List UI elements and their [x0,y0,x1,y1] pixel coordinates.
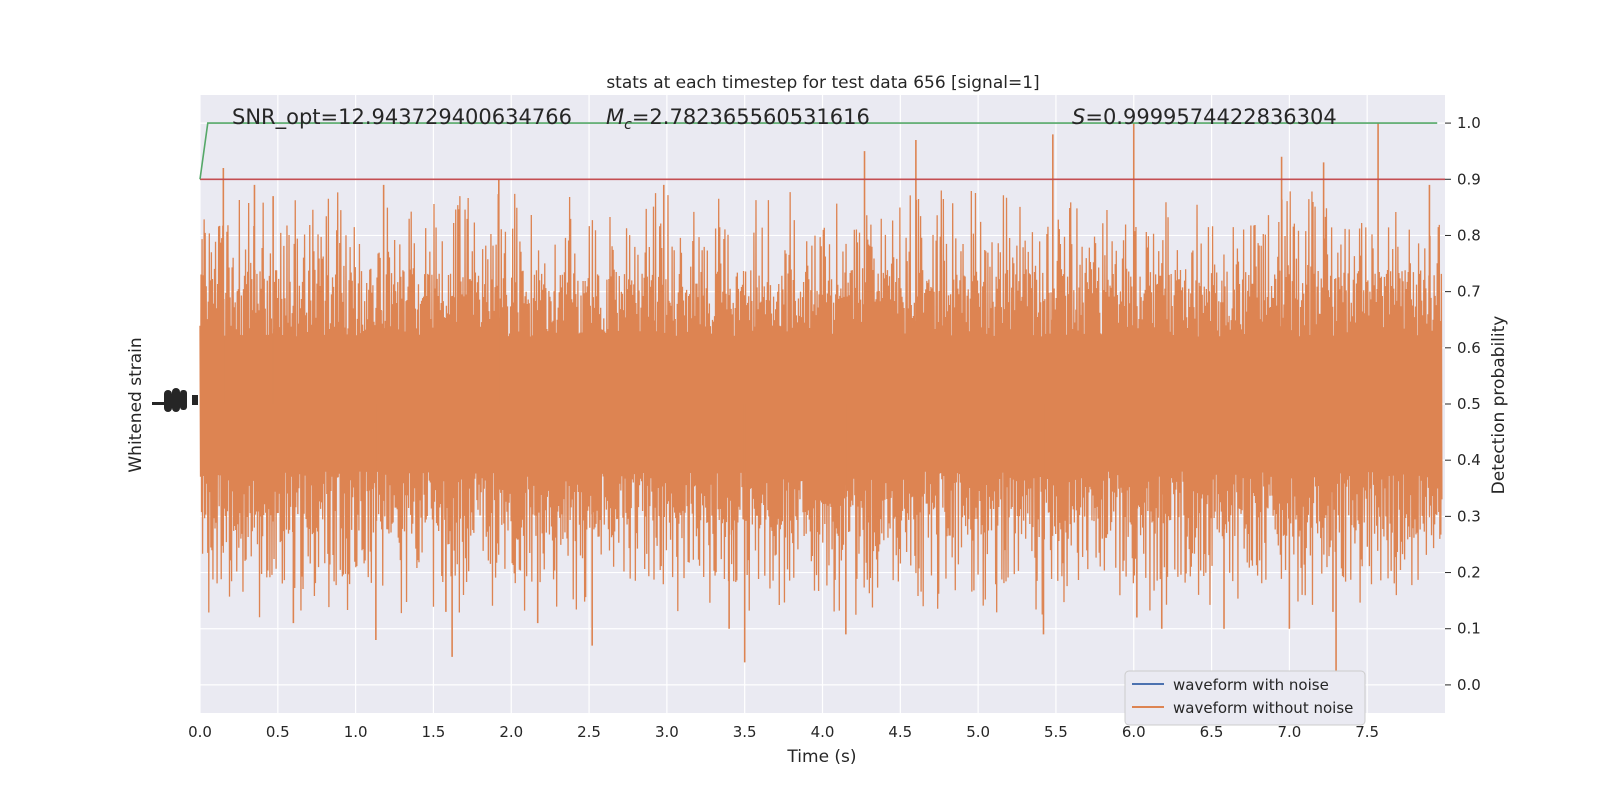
x-axis-label: Time (s) [786,747,856,767]
x-tick-label: 0.5 [266,723,290,741]
x-tick-label: 2.5 [577,723,601,741]
y-right-tick-label: 0.7 [1457,283,1481,301]
legend-box [1124,670,1366,726]
legend-label-with-noise: waveform with noise [1173,676,1329,694]
y-right-tick-label: 0.8 [1457,226,1481,244]
chirp-mass-subscript: c [624,117,632,133]
y-right-tick-label: 0.9 [1457,170,1481,188]
score-symbol: S [1072,105,1085,129]
y-right-tick-label: 0.3 [1457,507,1481,525]
y-right-tick-label: 0.2 [1457,564,1481,582]
x-tick-label: 1.0 [344,723,368,741]
y-left-axis-label: Whitened strain [126,337,146,472]
series-without-noise-core [200,347,1441,461]
snr-annotation: SNR_opt=12.943729400634766 [232,105,572,130]
y-right-tick-label: 0.6 [1457,339,1481,357]
chirp-mass-symbol: M [606,105,624,129]
x-tick-label: 4.5 [888,723,912,741]
legend: waveform with noise waveform without noi… [1124,670,1366,726]
score-value: =0.9999574422836304 [1085,105,1336,129]
x-tick-label: 6.0 [1122,723,1146,741]
x-tick-label: 7.0 [1277,723,1301,741]
x-tick-label: 1.5 [422,723,446,741]
detection-probability-line [199,122,1438,180]
y-right-tick-label: 0.1 [1457,620,1481,638]
x-tick-label: 2.0 [499,723,523,741]
x-tick-label: 4.0 [811,723,835,741]
left-axis-overlapping-ticks [152,388,198,412]
y-right-tick-label: 1.0 [1457,114,1481,132]
chirp-mass-value: =2.782365560531616 [632,105,870,129]
x-tick-label: 5.0 [966,723,990,741]
y-right-tick-label: 0.4 [1457,451,1481,469]
chirp-mass-annotation: Mc=2.782365560531616 [606,105,870,133]
y-right-tick-label: 0.0 [1457,676,1481,694]
score-annotation: S=0.9999574422836304 [1072,105,1337,129]
y-right-axis-ticks: 0.0 0.1 0.2 0.3 0.4 0.5 0.6 0.7 0.8 0.9 1.0 [1445,114,1481,694]
x-tick-label: 5.5 [1044,723,1068,741]
x-tick-label: 3.0 [655,723,679,741]
chart-title: stats at each timestep for test data 656… [606,73,1039,93]
y-right-tick-label: 0.5 [1457,395,1481,413]
x-tick-label: 0.0 [188,723,212,741]
data-series [199,122,1445,685]
x-axis-ticks: 0.0 0.5 1.0 1.5 2.0 2.5 3.0 3.5 4.0 4.5 5.0 5.5 6.0 6… [188,723,1379,741]
y-right-axis-label: Detection probability [1489,316,1509,495]
x-tick-label: 6.5 [1200,723,1224,741]
x-tick-label: 7.5 [1355,723,1379,741]
legend-label-without-noise: waveform without noise [1173,699,1353,717]
x-tick-label: 3.5 [733,723,757,741]
